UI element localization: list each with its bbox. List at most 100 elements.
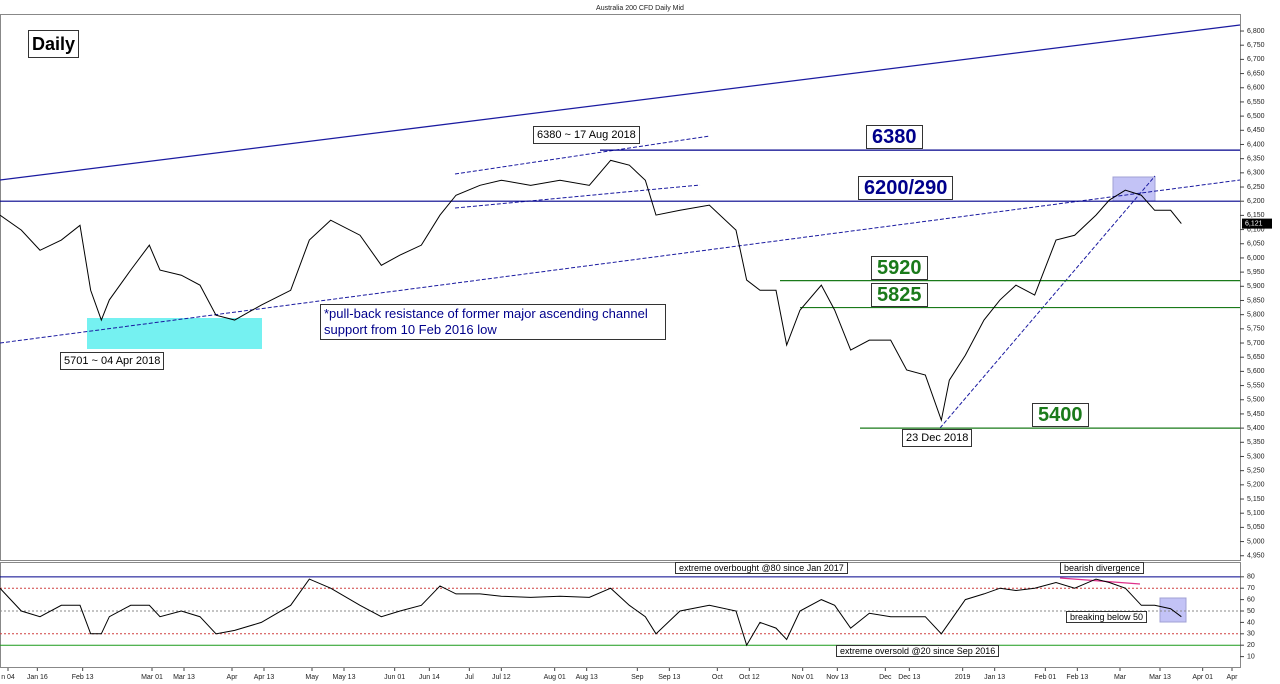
y-tick-label: 6,700 [1247,56,1265,63]
x-tick-label: 2019 [955,674,971,681]
y-tick-label: 6,000 [1247,255,1265,262]
x-tick-label: Apr [227,674,239,681]
x-tick-label: n 04 [1,674,15,681]
y-tick-label: 6,150 [1247,212,1265,219]
x-tick-label: Feb 01 [1034,674,1056,681]
trendline [454,135,711,175]
level-label: 6380 [866,125,923,150]
x-tick-label: Apr [1227,674,1239,681]
x-tick-label: Dec [879,674,892,681]
y-tick-label: 6,250 [1247,184,1265,191]
x-tick-label: May [305,674,319,681]
x-tick-label: Jun 01 [384,674,405,681]
y-tick-label: 6,600 [1247,85,1265,92]
y-tick-label: 6,550 [1247,99,1265,106]
note: extreme overbought @80 since Jan 2017 [675,562,848,574]
level-label: 5400 [1032,403,1089,428]
x-tick-label: Nov 01 [792,674,814,681]
series-line [0,159,1182,423]
y-tick-label: 10 [1247,653,1255,660]
note: breaking below 50 [1066,611,1148,623]
y-tick-label: 6,100 [1247,226,1265,233]
x-tick-label: Jan 16 [27,674,48,681]
trendline [0,24,1241,181]
y-tick-label: 5,450 [1247,411,1265,418]
level-label: 5825 [871,282,928,307]
y-tick-label: 5,650 [1247,354,1265,361]
reversal-zone [1112,176,1156,202]
y-tick-label: 5,200 [1247,482,1265,489]
y-tick-label: 5,300 [1247,453,1265,460]
y-tick-label: 6,500 [1247,113,1265,120]
note: bearish divergence [1060,562,1145,574]
y-tick-label: 6,300 [1247,170,1265,177]
level-label: 6200/290 [858,176,954,201]
x-tick-label: Oct 12 [739,674,760,681]
last-price-label: 6,121 [1245,220,1263,227]
note: 5701 ~ 04 Apr 2018 [60,352,165,370]
y-tick-label: 5,550 [1247,382,1265,389]
x-tick-label: Jan 13 [984,674,1005,681]
series-line [0,578,1182,647]
y-tick-label: 5,000 [1247,538,1265,545]
y-tick-label: 5,350 [1247,439,1265,446]
x-tick-label: Apr 01 [1192,674,1213,681]
y-tick-label: 5,800 [1247,311,1265,318]
y-tick-label: 5,400 [1247,425,1265,432]
y-tick-label: 5,950 [1247,269,1265,276]
y-tick-label: 6,350 [1247,155,1265,162]
y-tick-label: 5,500 [1247,397,1265,404]
y-tick-label: 6,800 [1247,28,1265,35]
x-tick-label: Sep 13 [658,674,680,681]
x-tick-label: Oct [712,674,723,681]
y-tick-label: 60 [1247,596,1255,603]
x-tick-label: May 13 [333,674,356,681]
y-tick-label: 6,200 [1247,198,1265,205]
note: extreme oversold @20 since Sep 2016 [836,645,1000,657]
rsi-frame [0,562,1241,668]
y-tick-label: 5,150 [1247,496,1265,503]
x-tick-label: Jul 12 [492,674,511,681]
y-tick-label: 5,600 [1247,368,1265,375]
chart-title: Australia 200 CFD Daily Mid [596,5,684,12]
y-tick-label: 6,450 [1247,127,1265,134]
y-tick-label: 5,850 [1247,297,1265,304]
x-tick-label: Mar 01 [141,674,163,681]
x-tick-label: Feb 13 [1066,674,1088,681]
support-zone [87,318,262,349]
y-tick-label: 30 [1247,631,1255,638]
trendline [0,179,1241,344]
x-tick-label: Sep [631,674,644,681]
y-tick-label: 5,250 [1247,467,1265,474]
x-tick-label: Jun 14 [419,674,440,681]
price-frame [0,14,1241,561]
y-tick-label: 5,750 [1247,326,1265,333]
x-tick-label: Aug 13 [576,674,598,681]
note: 6380 ~ 17 Aug 2018 [533,126,640,144]
y-tick-label: 6,750 [1247,42,1265,49]
y-tick-label: 5,100 [1247,510,1265,517]
y-tick-label: 5,900 [1247,283,1265,290]
note: Daily [28,30,80,58]
last-price-tag [1242,218,1272,229]
x-tick-label: Jul [465,674,474,681]
trendline [454,184,701,209]
x-tick-label: Dec 13 [898,674,920,681]
x-tick-label: Mar 13 [173,674,195,681]
y-tick-label: 6,400 [1247,141,1265,148]
note: *pull-back resistance of former major as… [320,304,666,340]
y-tick-label: 6,650 [1247,70,1265,77]
rsi-zone [1159,597,1187,623]
level-label: 5920 [871,255,928,280]
x-tick-label: Nov 13 [826,674,848,681]
y-tick-label: 5,700 [1247,340,1265,347]
y-tick-label: 40 [1247,619,1255,626]
y-tick-label: 50 [1247,608,1255,615]
y-tick-label: 4,950 [1247,553,1265,560]
y-tick-label: 5,050 [1247,524,1265,531]
y-tick-label: 80 [1247,574,1255,581]
note: 23 Dec 2018 [902,429,973,447]
x-tick-label: Feb 13 [72,674,94,681]
